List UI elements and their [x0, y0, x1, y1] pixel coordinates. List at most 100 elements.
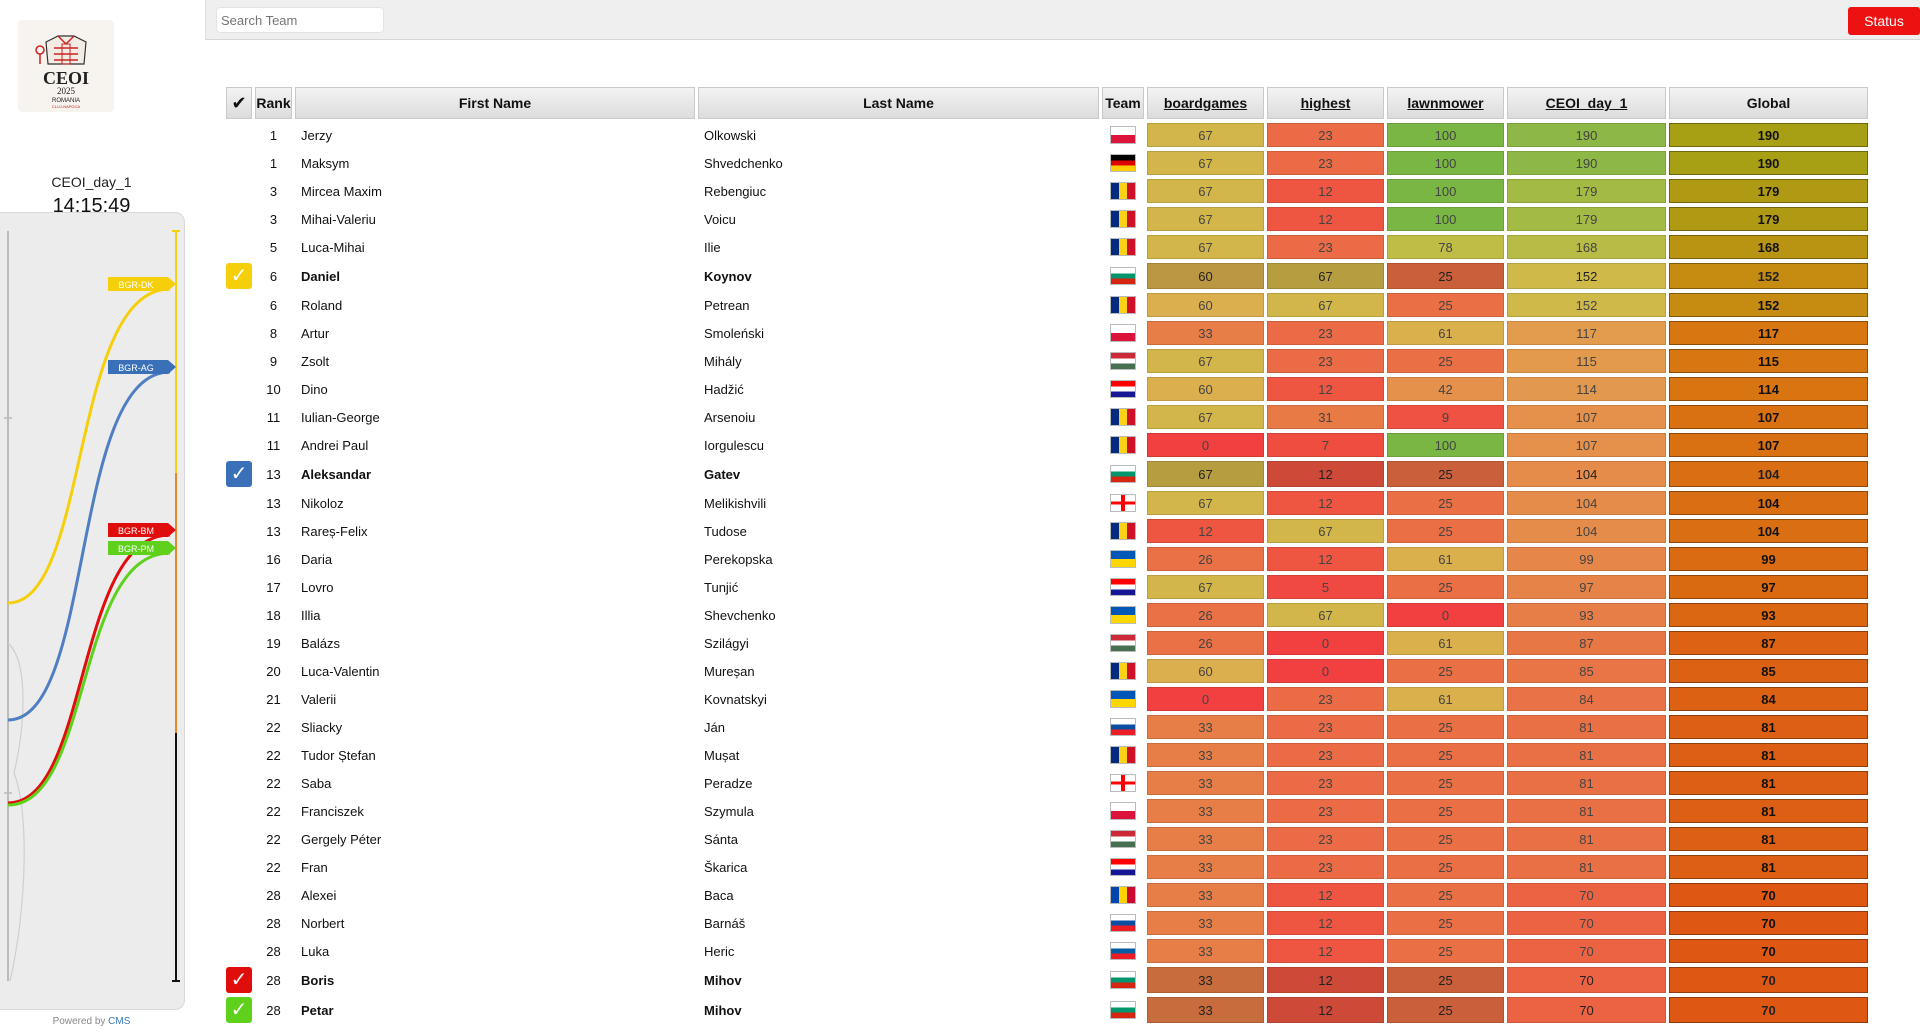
row-select-cell[interactable] — [226, 207, 252, 231]
last-name-cell: Ján — [704, 719, 725, 735]
table-row[interactable]: 22 Franciszek Szymula 33 23 25 81 81 — [226, 799, 1868, 823]
rank-cell: 22 — [266, 775, 281, 791]
table-row[interactable]: 5 Luca-Mihai Ilie 67 23 78 168 168 — [226, 235, 1868, 259]
cms-link[interactable]: CMS — [108, 1016, 131, 1027]
team-header[interactable]: Team — [1102, 87, 1144, 119]
highest-header[interactable]: highest — [1267, 87, 1384, 119]
table-row[interactable]: 20 Luca-Valentin Mureșan 60 0 25 85 85 — [226, 659, 1868, 683]
row-select-cell[interactable] — [226, 827, 252, 851]
ceoi-day-1-score-cell: 87 — [1507, 631, 1666, 655]
table-row[interactable]: ✓ 28 Petar Mihov 33 12 25 70 70 — [226, 997, 1868, 1023]
row-select-cell[interactable]: ✓ — [226, 967, 252, 993]
row-select-cell[interactable] — [226, 659, 252, 683]
row-select-cell[interactable] — [226, 939, 252, 963]
table-row[interactable]: 16 Daria Perekopska 26 12 61 99 99 — [226, 547, 1868, 571]
last-name-cell: Shvedchenko — [704, 155, 783, 171]
ceoi-day-1-score-cell: 115 — [1507, 349, 1666, 373]
first-name-cell: Mircea Maxim — [301, 183, 382, 199]
row-select-cell[interactable] — [226, 547, 252, 571]
contest-clock: 14:15:49 — [52, 195, 131, 217]
flag-rou-icon — [1110, 210, 1136, 228]
team-cell — [1102, 575, 1144, 599]
table-row[interactable]: 1 Maksym Shvedchenko 67 23 100 190 190 — [226, 151, 1868, 175]
row-select-cell[interactable]: ✓ — [226, 997, 252, 1023]
last-name-header[interactable]: Last Name — [698, 87, 1099, 119]
table-row[interactable]: 28 Luka Heric 33 12 25 70 70 — [226, 939, 1868, 963]
row-select-cell[interactable] — [226, 631, 252, 655]
row-select-cell[interactable] — [226, 715, 252, 739]
row-select-cell[interactable] — [226, 321, 252, 345]
row-select-cell[interactable] — [226, 911, 252, 935]
select-all-header[interactable]: ✔ — [226, 87, 252, 119]
table-row[interactable]: 22 Sliacky Ján 33 23 25 81 81 — [226, 715, 1868, 739]
ceoi-day-1-header[interactable]: CEOI_day_1 — [1507, 87, 1666, 119]
rank-cell: 22 — [266, 719, 281, 735]
table-row[interactable]: 11 Iulian-George Arsenoiu 67 31 9 107 107 — [226, 405, 1868, 429]
table-row[interactable]: 3 Mihai-Valeriu Voicu 67 12 100 179 179 — [226, 207, 1868, 231]
flag-mda-icon — [1110, 886, 1136, 904]
checkmark-icon[interactable]: ✓ — [226, 997, 252, 1023]
global-header[interactable]: Global — [1669, 87, 1868, 119]
table-row[interactable]: 13 Rareș-Felix Tudose 12 67 25 104 104 — [226, 519, 1868, 543]
flag-hun-icon — [1110, 634, 1136, 652]
row-select-cell[interactable]: ✓ — [226, 263, 252, 289]
row-select-cell[interactable] — [226, 519, 252, 543]
table-row[interactable]: 9 Zsolt Mihály 67 23 25 115 115 — [226, 349, 1868, 373]
rank-header[interactable]: Rank — [255, 87, 292, 119]
row-select-cell[interactable] — [226, 799, 252, 823]
row-select-cell[interactable] — [226, 349, 252, 373]
checkmark-icon[interactable]: ✓ — [226, 967, 252, 993]
table-row[interactable]: 8 Artur Smoleński 33 23 61 117 117 — [226, 321, 1868, 345]
table-row[interactable]: 6 Roland Petrean 60 67 25 152 152 — [226, 293, 1868, 317]
row-select-cell[interactable] — [226, 123, 252, 147]
row-select-cell[interactable] — [226, 235, 252, 259]
table-row[interactable]: 28 Norbert Barnáš 33 12 25 70 70 — [226, 911, 1868, 935]
row-select-cell[interactable] — [226, 377, 252, 401]
global-score-cell: 93 — [1669, 603, 1868, 627]
table-row[interactable]: 10 Dino Hadžić 60 12 42 114 114 — [226, 377, 1868, 401]
table-row[interactable]: 22 Saba Peradze 33 23 25 81 81 — [226, 771, 1868, 795]
checkmark-icon[interactable]: ✓ — [226, 461, 252, 487]
row-select-cell[interactable] — [226, 405, 252, 429]
search-team-input[interactable] — [216, 7, 384, 33]
table-row[interactable]: 3 Mircea Maxim Rebengiuc 67 12 100 179 179 — [226, 179, 1868, 203]
row-select-cell[interactable] — [226, 575, 252, 599]
last-name-cell: Peradze — [704, 775, 753, 791]
row-select-cell[interactable] — [226, 743, 252, 767]
row-select-cell[interactable] — [226, 771, 252, 795]
row-select-cell[interactable] — [226, 687, 252, 711]
boardgames-header[interactable]: boardgames — [1147, 87, 1264, 119]
table-row[interactable]: 22 Gergely Péter Sánta 33 23 25 81 81 — [226, 827, 1868, 851]
last-name-cell: Mușat — [704, 747, 740, 763]
row-select-cell[interactable] — [226, 179, 252, 203]
table-row[interactable]: ✓ 6 Daniel Koynov 60 67 25 152 152 — [226, 263, 1868, 289]
row-select-cell[interactable] — [226, 603, 252, 627]
table-row[interactable]: 17 Lovro Tunjić 67 5 25 97 97 — [226, 575, 1868, 599]
global-score-cell: 81 — [1669, 827, 1868, 851]
table-row[interactable]: ✓ 28 Boris Mihov 33 12 25 70 70 — [226, 967, 1868, 993]
table-row[interactable]: 21 Valerii Kovnatskyi 0 23 61 84 84 — [226, 687, 1868, 711]
table-row[interactable]: 18 Illia Shevchenko 26 67 0 93 93 — [226, 603, 1868, 627]
row-select-cell[interactable] — [226, 491, 252, 515]
global-score-cell: 70 — [1669, 997, 1868, 1023]
table-row[interactable]: 19 Balázs Szilágyi 26 0 61 87 87 — [226, 631, 1868, 655]
lawnmower-header[interactable]: lawnmower — [1387, 87, 1504, 119]
highest-score-cell: 7 — [1267, 433, 1384, 457]
global-score-cell: 84 — [1669, 687, 1868, 711]
row-select-cell[interactable] — [226, 151, 252, 175]
checkmark-icon[interactable]: ✓ — [226, 263, 252, 289]
table-row[interactable]: 11 Andrei Paul Iorgulescu 0 7 100 107 107 — [226, 433, 1868, 457]
first-name-header[interactable]: First Name — [295, 87, 695, 119]
row-select-cell[interactable] — [226, 855, 252, 879]
row-select-cell[interactable] — [226, 883, 252, 907]
table-row[interactable]: 13 Nikoloz Melikishvili 67 12 25 104 104 — [226, 491, 1868, 515]
table-row[interactable]: 1 Jerzy Olkowski 67 23 100 190 190 — [226, 123, 1868, 147]
table-row[interactable]: 22 Fran Škarica 33 23 25 81 81 — [226, 855, 1868, 879]
table-row[interactable]: 28 Alexei Baca 33 12 25 70 70 — [226, 883, 1868, 907]
table-row[interactable]: ✓ 13 Aleksandar Gatev 67 12 25 104 104 — [226, 461, 1868, 487]
row-select-cell[interactable] — [226, 293, 252, 317]
row-select-cell[interactable] — [226, 433, 252, 457]
status-button[interactable]: Status — [1848, 7, 1920, 35]
row-select-cell[interactable]: ✓ — [226, 461, 252, 487]
table-row[interactable]: 22 Tudor Ștefan Mușat 33 23 25 81 81 — [226, 743, 1868, 767]
